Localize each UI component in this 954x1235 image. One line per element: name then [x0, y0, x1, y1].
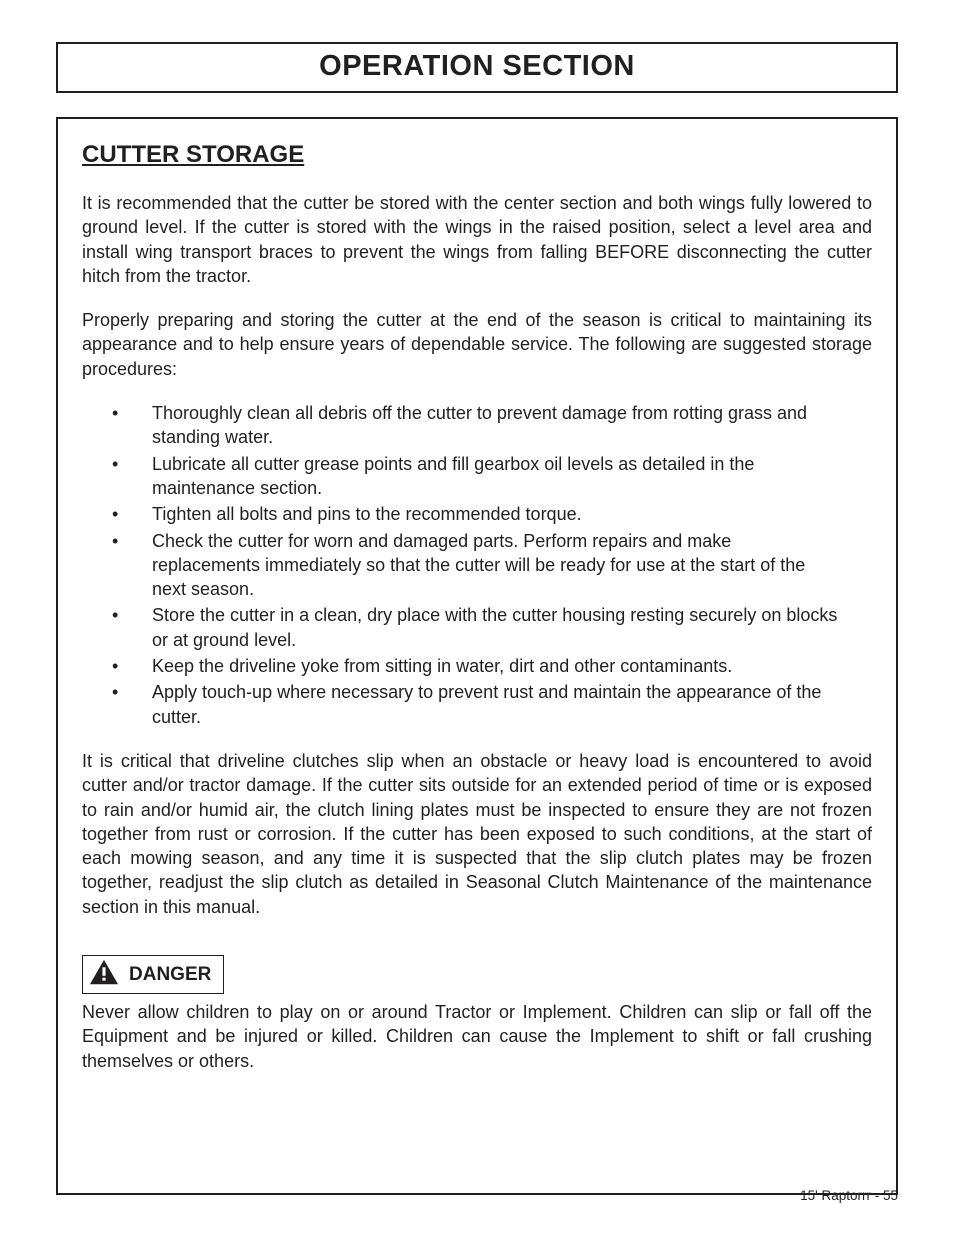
closing-paragraph: It is critical that driveline clutches s… — [82, 749, 872, 919]
list-item: Check the cutter for worn and damaged pa… — [82, 529, 872, 602]
list-item: Store the cutter in a clean, dry place w… — [82, 603, 872, 652]
danger-callout: DANGER — [82, 955, 224, 994]
section-heading: CUTTER STORAGE — [82, 141, 872, 169]
page-root: OPERATION SECTION CUTTER STORAGE It is r… — [0, 0, 954, 1235]
storage-bullet-list: Thoroughly clean all debris off the cutt… — [82, 401, 872, 729]
intro-paragraph-2: Properly preparing and storing the cutte… — [82, 308, 872, 381]
list-item: Tighten all bolts and pins to the recomm… — [82, 502, 872, 526]
title-box: OPERATION SECTION — [56, 42, 898, 93]
list-item: Thoroughly clean all debris off the cutt… — [82, 401, 872, 450]
danger-label: DANGER — [129, 964, 211, 986]
page-title: OPERATION SECTION — [58, 50, 896, 83]
list-item: Lubricate all cutter grease points and f… — [82, 452, 872, 501]
intro-paragraph-1: It is recommended that the cutter be sto… — [82, 191, 872, 288]
warning-triangle-icon — [89, 958, 129, 991]
list-item: Apply touch-up where necessary to preven… — [82, 680, 872, 729]
content-box: CUTTER STORAGE It is recommended that th… — [56, 117, 898, 1195]
page-footer: 15' Raptorrr - 55 — [800, 1188, 898, 1203]
list-item: Keep the driveline yoke from sitting in … — [82, 654, 872, 678]
danger-text: Never allow children to play on or aroun… — [82, 1000, 872, 1073]
